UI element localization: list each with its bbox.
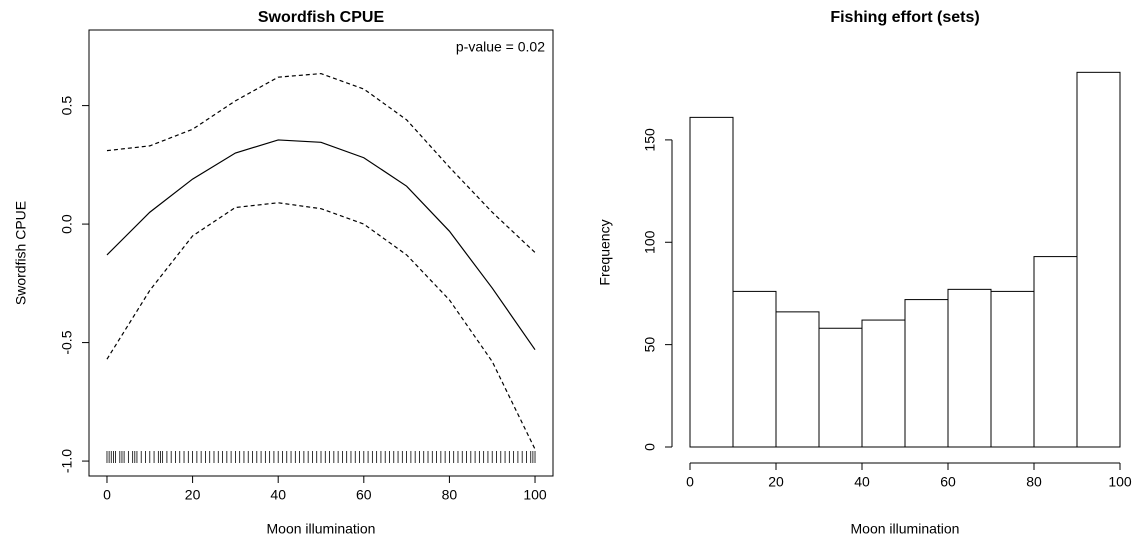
x-tick-label: 0	[103, 487, 111, 503]
bar	[990, 290, 1035, 448]
y-tick-label: 0	[642, 443, 658, 451]
x-axis-label: Moon illumination	[851, 521, 960, 537]
y-tick-label: -1.0	[59, 449, 75, 473]
curve	[106, 72, 536, 253]
bar	[818, 327, 863, 448]
y-axis-label: Frequency	[597, 219, 613, 285]
x-tick-label: 20	[768, 474, 784, 490]
y-axis-label: Swordfish CPUE	[13, 201, 29, 305]
x-tick-label: 80	[442, 487, 458, 503]
chart-title: Fishing effort (sets)	[830, 9, 979, 26]
y-tick-label: -0.5	[59, 330, 75, 354]
annotation: p-value = 0.02	[456, 39, 545, 55]
bar	[689, 116, 734, 448]
x-tick-label: 60	[356, 487, 372, 503]
x-tick-label: 0	[686, 474, 694, 490]
y-tick-label: 100	[642, 230, 658, 254]
plot-box	[88, 29, 554, 477]
x-tick-label: 60	[940, 474, 956, 490]
bar	[904, 299, 949, 448]
bar	[947, 288, 992, 448]
x-tick-label: 100	[1108, 474, 1132, 490]
bar	[1076, 71, 1121, 448]
y-tick-label: 150	[642, 128, 658, 152]
x-axis-label: Moon illumination	[267, 521, 376, 537]
x-tick-label: 100	[523, 487, 547, 503]
curve	[106, 202, 536, 450]
x-tick-label: 40	[270, 487, 286, 503]
y-tick-label: 50	[642, 337, 658, 353]
bar	[732, 290, 777, 448]
curve	[106, 139, 536, 351]
y-tick-label: 0.5	[59, 96, 75, 116]
x-tick-label: 40	[854, 474, 870, 490]
chart-title: Swordfish CPUE	[258, 9, 385, 26]
y-tick-label: 0.0	[59, 214, 75, 234]
bar	[1033, 256, 1078, 448]
x-tick-label: 20	[185, 487, 201, 503]
bar	[861, 319, 906, 448]
bar	[775, 311, 820, 448]
x-tick-label: 80	[1026, 474, 1042, 490]
